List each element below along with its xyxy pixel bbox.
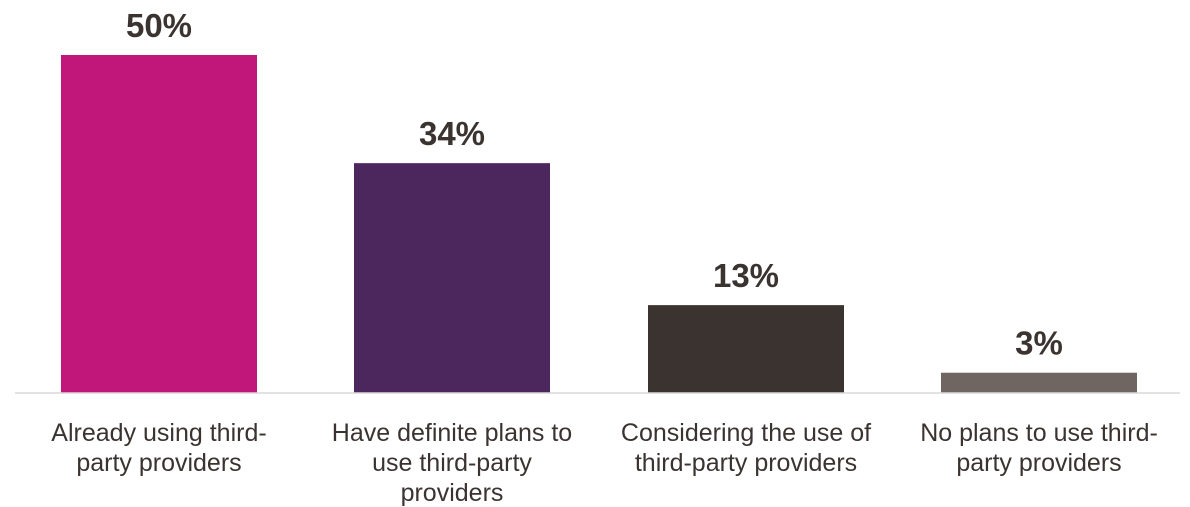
- bar-value-label-3: 13%: [713, 257, 779, 294]
- bar-3: [648, 305, 844, 393]
- bar-4: [941, 372, 1137, 393]
- category-label-line: providers: [401, 479, 504, 507]
- category-label-4: No plans to use third-party providers: [920, 419, 1158, 477]
- category-label-1: Already using third-party providers: [51, 419, 266, 477]
- bar-value-label-4: 3%: [1015, 325, 1063, 362]
- bars-group: [61, 55, 1137, 393]
- category-label-line: Have definite plans to: [332, 419, 572, 447]
- bar-1: [61, 55, 257, 393]
- bar-value-label-2: 34%: [419, 115, 485, 152]
- bar-value-label-1: 50%: [126, 7, 192, 44]
- category-label-line: party providers: [76, 449, 241, 477]
- category-label-2: Have definite plans to use third-party pro…: [332, 419, 572, 507]
- category-label-line: Already using third-: [51, 419, 266, 447]
- category-label-3: Considering the use of third-party provid…: [621, 419, 871, 477]
- category-label-line: third-party providers: [635, 449, 857, 477]
- bar-2: [354, 163, 550, 393]
- category-labels-group: Already using third-party providers Have …: [51, 419, 1158, 507]
- category-label-line: No plans to use third-: [920, 419, 1158, 447]
- category-label-line: party providers: [956, 449, 1121, 477]
- category-label-line: use third-party: [372, 449, 532, 477]
- value-labels-group: 50% 34% 13% 3%: [126, 7, 1063, 362]
- category-label-line: Considering the use of: [621, 419, 871, 447]
